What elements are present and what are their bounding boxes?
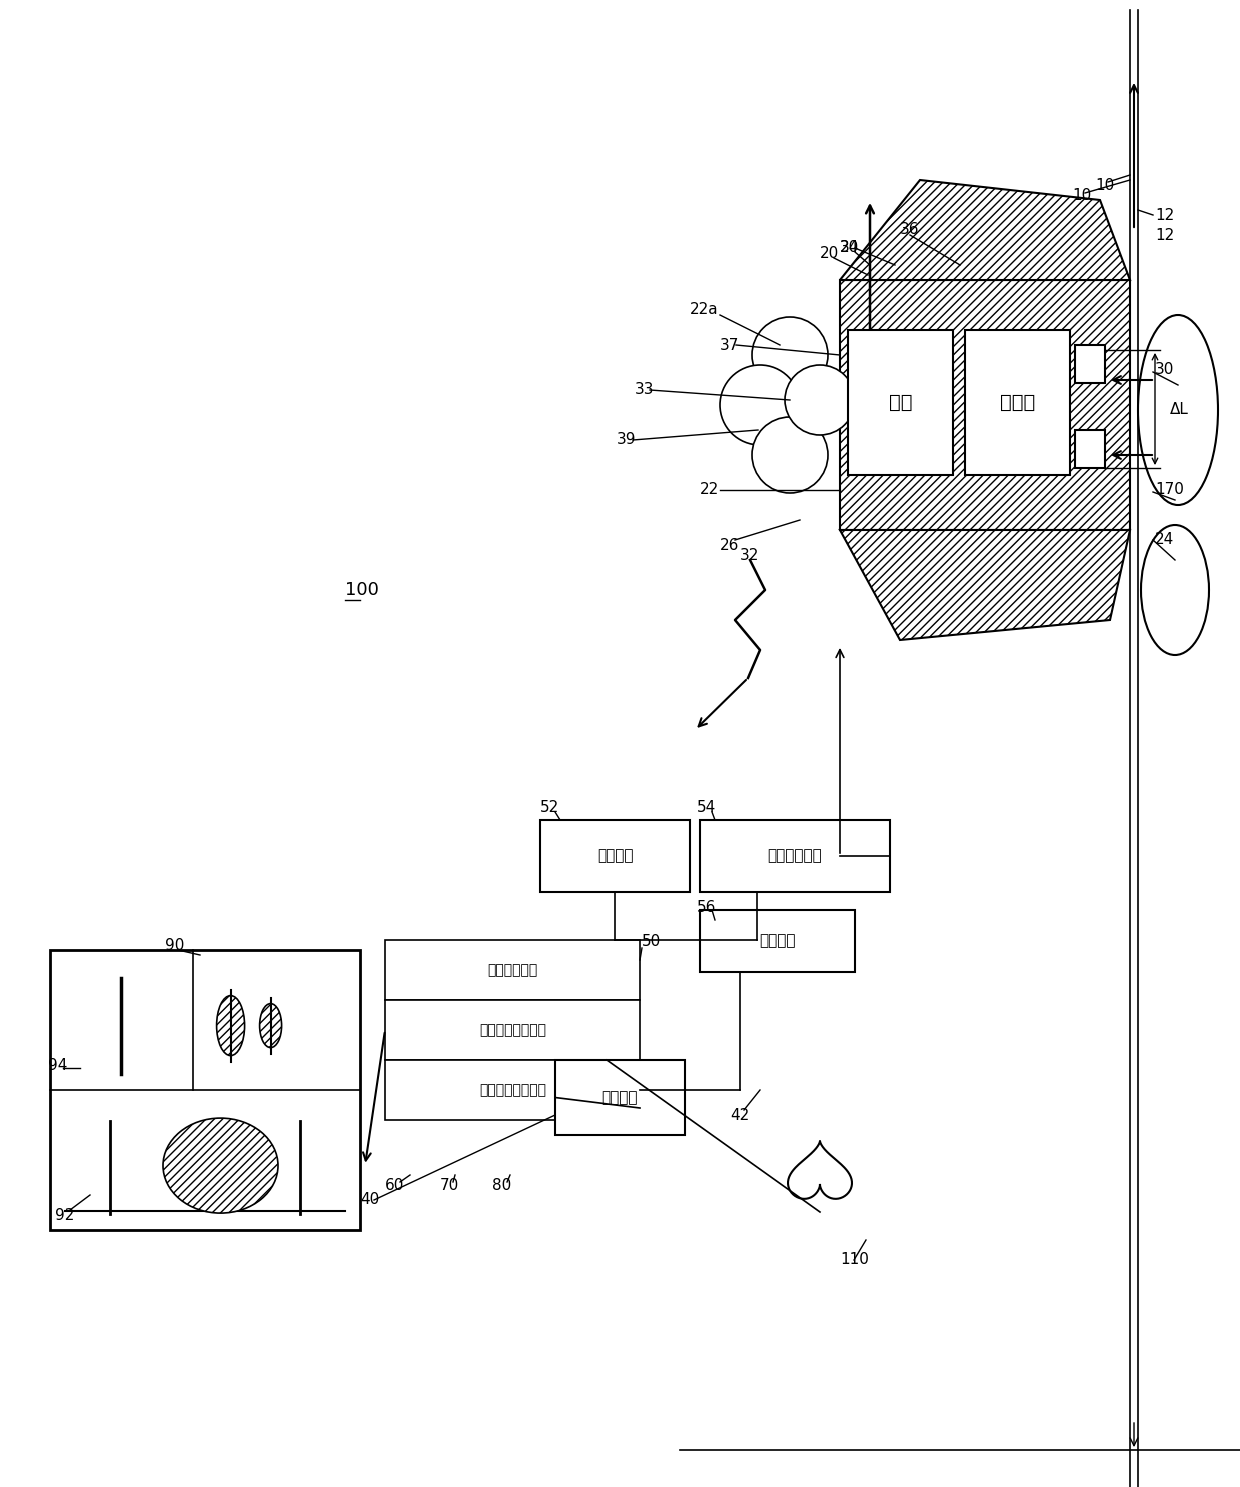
Ellipse shape <box>217 996 244 1056</box>
Text: 34: 34 <box>839 241 859 256</box>
Text: 10: 10 <box>1095 177 1115 192</box>
Text: 94: 94 <box>48 1057 67 1072</box>
Text: 12: 12 <box>1154 208 1174 223</box>
Text: 39: 39 <box>618 433 636 448</box>
Text: 42: 42 <box>730 1108 749 1123</box>
Text: 100: 100 <box>345 581 379 599</box>
Circle shape <box>785 364 856 436</box>
Bar <box>1075 345 1105 384</box>
Circle shape <box>751 416 828 494</box>
Text: 存储装置: 存储装置 <box>596 849 634 864</box>
Text: 20: 20 <box>820 245 839 260</box>
Polygon shape <box>839 180 1130 280</box>
Text: 血管状态导出单元: 血管状态导出单元 <box>479 1083 546 1097</box>
Text: 30: 30 <box>1154 363 1174 378</box>
Text: 52: 52 <box>539 800 559 815</box>
Text: 电池: 电池 <box>889 393 913 412</box>
Text: 54: 54 <box>697 800 717 815</box>
Text: 110: 110 <box>839 1252 869 1267</box>
Text: 170: 170 <box>1154 482 1184 498</box>
Text: 22a: 22a <box>689 302 719 318</box>
Bar <box>701 910 856 972</box>
Text: 33: 33 <box>635 382 655 397</box>
Bar <box>701 819 890 892</box>
Ellipse shape <box>1138 315 1218 506</box>
Text: 10: 10 <box>1073 187 1091 202</box>
Ellipse shape <box>1141 525 1209 654</box>
Text: 80: 80 <box>492 1178 511 1193</box>
Bar <box>848 330 954 474</box>
Circle shape <box>720 364 800 445</box>
Ellipse shape <box>259 1004 281 1048</box>
Text: 22: 22 <box>701 482 719 498</box>
Bar <box>965 330 1070 474</box>
Text: 50: 50 <box>642 934 661 950</box>
Circle shape <box>751 317 828 393</box>
Bar <box>839 280 1130 529</box>
Bar <box>1075 430 1105 468</box>
Text: 40: 40 <box>360 1193 379 1207</box>
Text: 37: 37 <box>720 338 739 352</box>
Text: 20: 20 <box>839 241 859 256</box>
Text: 60: 60 <box>384 1178 404 1193</box>
Text: ΔL: ΔL <box>1171 401 1189 416</box>
Text: 血管变位导出单元: 血管变位导出单元 <box>479 1023 546 1036</box>
Text: 12: 12 <box>1154 228 1174 242</box>
Text: 充电装置: 充电装置 <box>759 934 796 949</box>
Text: 90: 90 <box>165 938 185 953</box>
Ellipse shape <box>162 1118 278 1213</box>
Bar <box>539 819 689 892</box>
Text: 24: 24 <box>1154 532 1174 547</box>
Text: 32: 32 <box>740 547 759 562</box>
Text: 70: 70 <box>440 1178 459 1193</box>
Polygon shape <box>839 529 1130 639</box>
Text: 无线通信装置: 无线通信装置 <box>768 849 822 864</box>
Text: 36: 36 <box>900 223 920 238</box>
Text: 控制部: 控制部 <box>999 393 1035 412</box>
Bar <box>384 999 640 1060</box>
Bar <box>556 1060 684 1135</box>
Text: 56: 56 <box>697 901 717 916</box>
Bar <box>384 940 640 999</box>
Text: 心电图机: 心电图机 <box>601 1090 639 1105</box>
Bar <box>384 1060 640 1120</box>
Text: 92: 92 <box>55 1207 74 1222</box>
Text: 血流测量单元: 血流测量单元 <box>487 964 538 977</box>
Text: 26: 26 <box>720 537 739 553</box>
Bar <box>50 950 360 1230</box>
